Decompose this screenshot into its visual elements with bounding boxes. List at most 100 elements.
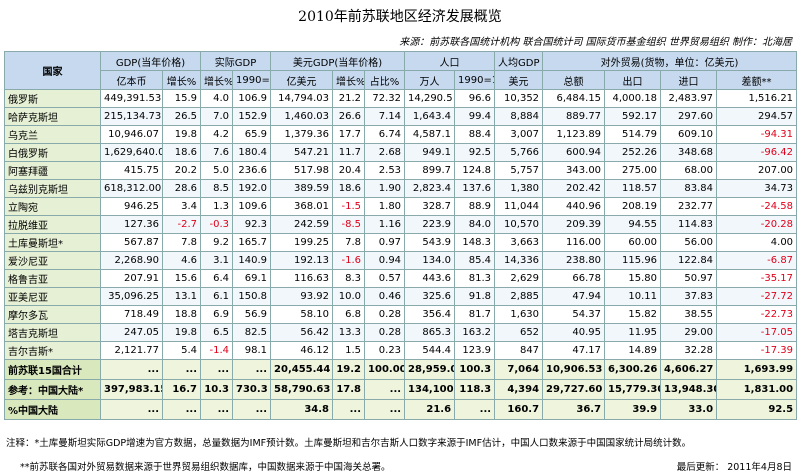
cell: 109.6 [232,197,272,216]
cell: 106.9 [232,89,272,108]
cell: 7.0 [200,107,234,126]
cell: 1,643.4 [404,107,456,126]
cell: 4.00 [716,233,798,252]
cell: 150.8 [232,287,272,306]
cell: 16.7 [161,379,202,400]
cell: 14,290.5 [404,89,456,108]
cell: 160.7 [494,399,544,420]
cell: 0.94 [364,251,406,270]
cell: 118.3 [454,379,496,400]
cell: 7.8 [332,233,366,252]
table-row: 参考：中国大陆* 397,983.15 16.7 10.3 730.3 58,790.63… [4,379,798,400]
cell: 600.94 [542,143,606,162]
cell: 28,959.0 [404,359,456,380]
table-row: 乌兹别克斯坦 618,312.00 28.6 8.5 192.0 389.59 18.6 1.… [4,179,798,198]
cell: 618,312.00 [100,179,163,198]
cell: 81.7 [454,305,496,324]
cell: 37.83 [660,287,718,306]
cell: 4,606.27 [660,359,718,380]
cell: 94.55 [604,215,662,234]
cell: 1,693.99 [716,359,798,380]
cell: 163.2 [454,323,496,342]
table-row: 乌克兰 10,946.07 19.8 4.2 65.9 1,379.36 17.7 6.74 4… [4,125,798,144]
cell: 17.8 [332,379,366,400]
table-row: 俄罗斯 449,391.53 15.9 4.0 106.9 14,794.03 21.2 72… [4,89,798,108]
cell: 20,455.44 [270,359,334,380]
sub-header: 1990=100 [454,70,496,90]
cell: 10,946.07 [100,125,163,144]
sub-header: 万人 [404,70,456,90]
cell: 252.26 [604,143,662,162]
cell: 609.10 [660,125,718,144]
cell: 730.3 [232,379,272,400]
cell: 343.00 [542,161,606,180]
cell: 26.6 [332,107,366,126]
cell: 2,268.90 [100,251,163,270]
cell: -20.28 [716,215,798,234]
cell: 152.9 [232,107,272,126]
cell: 60.00 [604,233,662,252]
cell: 15,779.30 [604,379,662,400]
cell: ... [232,399,272,420]
cell: 17.7 [332,125,366,144]
cell: 294.57 [716,107,798,126]
cell: 40.95 [542,323,606,342]
country-name: 白俄罗斯 [4,143,101,162]
cell: 7,064 [494,359,544,380]
cell: 5,757 [494,161,544,180]
cell: 13.3 [332,323,366,342]
country-name: 阿塞拜疆 [4,161,101,180]
cell: 1,629,640.00 [100,143,163,162]
cell: 13.1 [161,287,202,306]
cell: 58.10 [270,305,334,324]
cell: 15.6 [161,269,202,288]
cell: 0.28 [364,323,406,342]
cell: 15.80 [604,269,662,288]
cell: 297.60 [660,107,718,126]
cell: 207.91 [100,269,163,288]
cell: 449,391.53 [100,89,163,108]
cell: 223.9 [404,215,456,234]
cell: 39.9 [604,399,662,420]
sub-header: 差额** [716,70,798,90]
cell: -17.05 [716,323,798,342]
cell: 32.28 [660,341,718,360]
cell: 718.49 [100,305,163,324]
cell: -6.87 [716,251,798,270]
cell: 34.8 [270,399,334,420]
sub-header: 总额 [542,70,606,90]
cell: 148.3 [454,233,496,252]
cell: 567.87 [100,233,163,252]
cell: 165.7 [232,233,272,252]
cell: 6,300.26 [604,359,662,380]
cell: ... [364,379,406,400]
cell: 18.6 [161,143,202,162]
cell: 10,570 [494,215,544,234]
country-name: 乌克兰 [4,125,101,144]
country-name: 摩尔多瓦 [4,305,101,324]
cell: 3,007 [494,125,544,144]
cell: 547.21 [270,143,334,162]
sub-header: 增长% [200,70,234,90]
cell: 3.4 [161,197,202,216]
country-name: 参考：中国大陆* [4,379,101,400]
table-row: 拉脱维亚 127.36 -2.7 -0.3 92.3 242.59 -8.5 1.16 223.… [4,215,798,234]
cell: 889.77 [542,107,606,126]
cell: 0.57 [364,269,406,288]
group-header: 实际GDP [200,51,272,71]
cell: -1.6 [332,251,366,270]
table-row: 亚美尼亚 35,096.25 13.1 6.1 150.8 93.92 10.0 0.46 32… [4,287,798,306]
cell: 4,000.18 [604,89,662,108]
cell: 1,123.89 [542,125,606,144]
cell: 180.4 [232,143,272,162]
cell: 19.2 [332,359,366,380]
cell: 81.3 [454,269,496,288]
cell: 114.83 [660,215,718,234]
group-header: 美元GDP(当年价格) [270,51,406,71]
country-name: 塔吉克斯坦 [4,323,101,342]
table-row: 土库曼斯坦* 567.87 7.8 9.2 165.7 199.25 7.8 0.97 543.… [4,233,798,252]
cell: 949.1 [404,143,456,162]
cell: -94.31 [716,125,798,144]
cell: 47.94 [542,287,606,306]
source: 来源：前苏联各国统计机构 联合国统计司 国际货币基金组织 世界贸易组织 制作：北… [399,37,792,48]
